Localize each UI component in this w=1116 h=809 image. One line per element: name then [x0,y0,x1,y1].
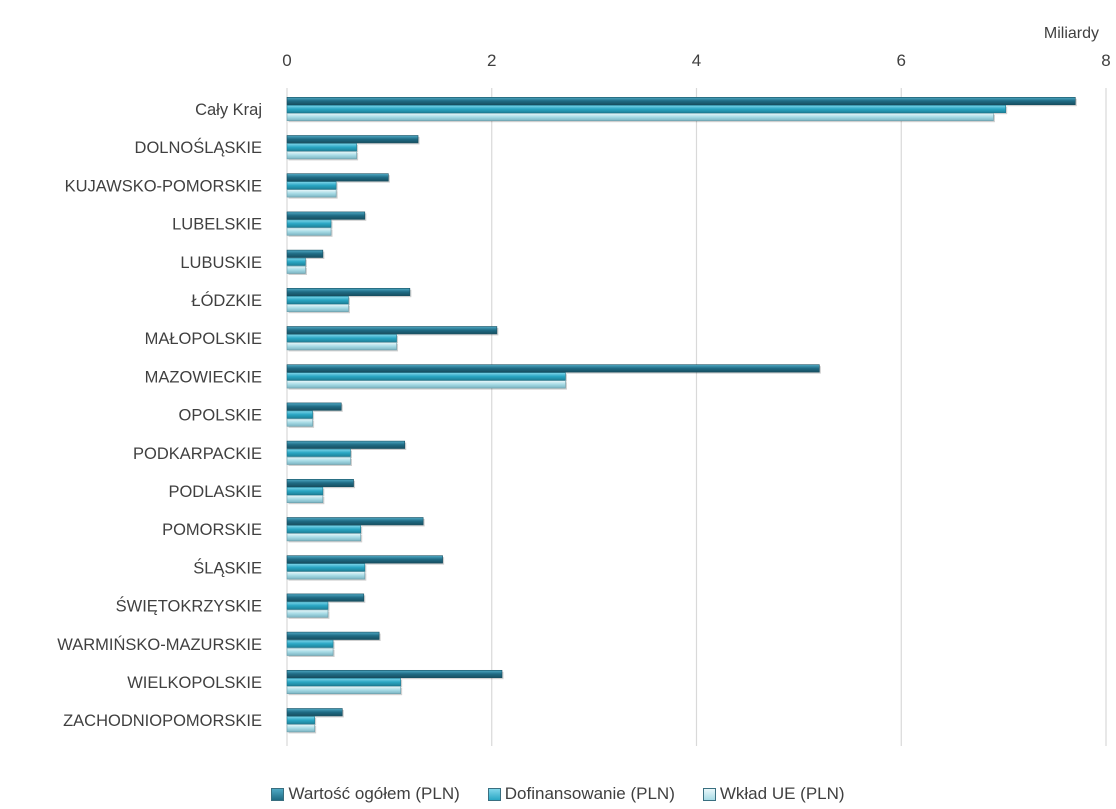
bar-cofinancing [286,105,1006,114]
legend-label-2: Wkład UE (PLN) [719,784,845,803]
bar-cofinancing [286,525,362,534]
legend-swatch-1 [487,787,501,801]
bar-total [286,402,342,411]
bar-chart: 0 2 4 6 8 Miliardy Cały Kraj DOLNOŚLĄSKIE KUJA… [57,25,1111,746]
x-tick-label: 4 [692,51,701,70]
bar-cofinancing [286,372,566,381]
bar-total [286,478,354,487]
bar-eu-contribution [286,533,362,542]
category-label: DOLNOŚLĄSKIE [135,138,262,157]
category-label: KUJAWSKO-POMORSKIE [65,177,262,195]
legend-item-2: Wkład UE (PLN) [702,784,845,804]
legend-label-0: Wartość ogółem (PLN) [288,784,460,803]
bar-eu-contribution [286,647,334,656]
bar-total [286,631,380,640]
bar-cofinancing [286,486,324,495]
bar-eu-contribution [286,113,994,122]
bar-cofinancing [286,334,397,343]
x-tick-label: 6 [897,51,906,70]
category-label: POMORSKIE [162,521,262,539]
bar-cofinancing [286,639,334,648]
bar-total [286,555,443,564]
bar-total [286,517,424,526]
bar-cofinancing [286,295,349,304]
bar-eu-contribution [286,227,332,236]
bar-cofinancing [286,143,357,152]
bar-eu-contribution [286,303,349,312]
bar-total [286,593,365,602]
category-label: LUBUSKIE [180,254,262,272]
category-label: LUBELSKIE [172,216,262,234]
bars [286,97,1077,734]
bar-cofinancing [286,448,351,457]
x-tick-label: 2 [487,51,496,70]
category-label: MAZOWIECKIE [145,368,262,386]
x-tick-label: 8 [1101,51,1110,70]
bar-total [286,211,366,220]
axis-unit-label: Miliardy [1044,25,1099,42]
category-label: ZACHODNIOPOMORSKIE [63,712,262,730]
bar-total [286,440,406,449]
bar-eu-contribution [286,456,351,465]
category-label: OPOLSKIE [179,407,262,425]
gridlines [286,88,1107,746]
bar-eu-contribution [286,151,357,160]
bar-total [286,97,1076,106]
bar-cofinancing [286,677,401,686]
bar-total [286,287,411,296]
legend: Wartość ogółem (PLN) Dofinansowanie (PLN… [0,784,1116,804]
bar-cofinancing [286,601,329,610]
category-label: ŚWIĘTOKRZYSKIE [116,597,262,616]
bar-total [286,364,820,373]
bar-cofinancing [286,219,332,228]
bar-cofinancing [286,410,313,419]
legend-label-1: Dofinansowanie (PLN) [504,784,675,803]
category-labels: Cały Kraj DOLNOŚLĄSKIE KUJAWSKO-POMORSKIE L… [57,101,262,730]
category-label: WIELKOPOLSKIE [127,674,262,692]
bar-eu-contribution [286,571,366,580]
bar-eu-contribution [286,342,397,351]
bar-cofinancing [286,257,306,266]
legend-swatch-0 [271,787,285,801]
bar-eu-contribution [286,418,313,427]
bar-cofinancing [286,181,337,190]
bar-total [286,669,503,678]
x-tick-label: 0 [282,51,291,70]
x-axis-ticks: 0 2 4 6 8 [282,51,1110,70]
legend-item-1: Dofinansowanie (PLN) [487,784,675,804]
category-label: ŁÓDZKIE [191,291,262,310]
bar-eu-contribution [286,494,324,503]
category-label: PODKARPACKIE [133,445,262,463]
bar-eu-contribution [286,609,329,618]
category-label: WARMIŃSKO-MAZURSKIE [57,635,262,654]
bar-eu-contribution [286,189,337,198]
category-label: ŚLĄSKIE [193,558,262,577]
bar-total [286,708,343,717]
bar-total [286,173,389,182]
bar-eu-contribution [286,265,306,274]
bar-eu-contribution [286,380,566,389]
legend-swatch-2 [702,787,716,801]
bar-total [286,326,498,335]
bar-cofinancing [286,716,315,725]
bar-eu-contribution [286,685,401,694]
legend-item-0: Wartość ogółem (PLN) [271,784,460,804]
category-label: Cały Kraj [195,101,262,119]
bar-eu-contribution [286,724,315,733]
category-label: MAŁOPOLSKIE [145,330,262,348]
category-label: PODLASKIE [168,483,262,501]
bar-total [286,249,324,258]
bar-total [286,135,419,144]
bar-cofinancing [286,563,366,572]
